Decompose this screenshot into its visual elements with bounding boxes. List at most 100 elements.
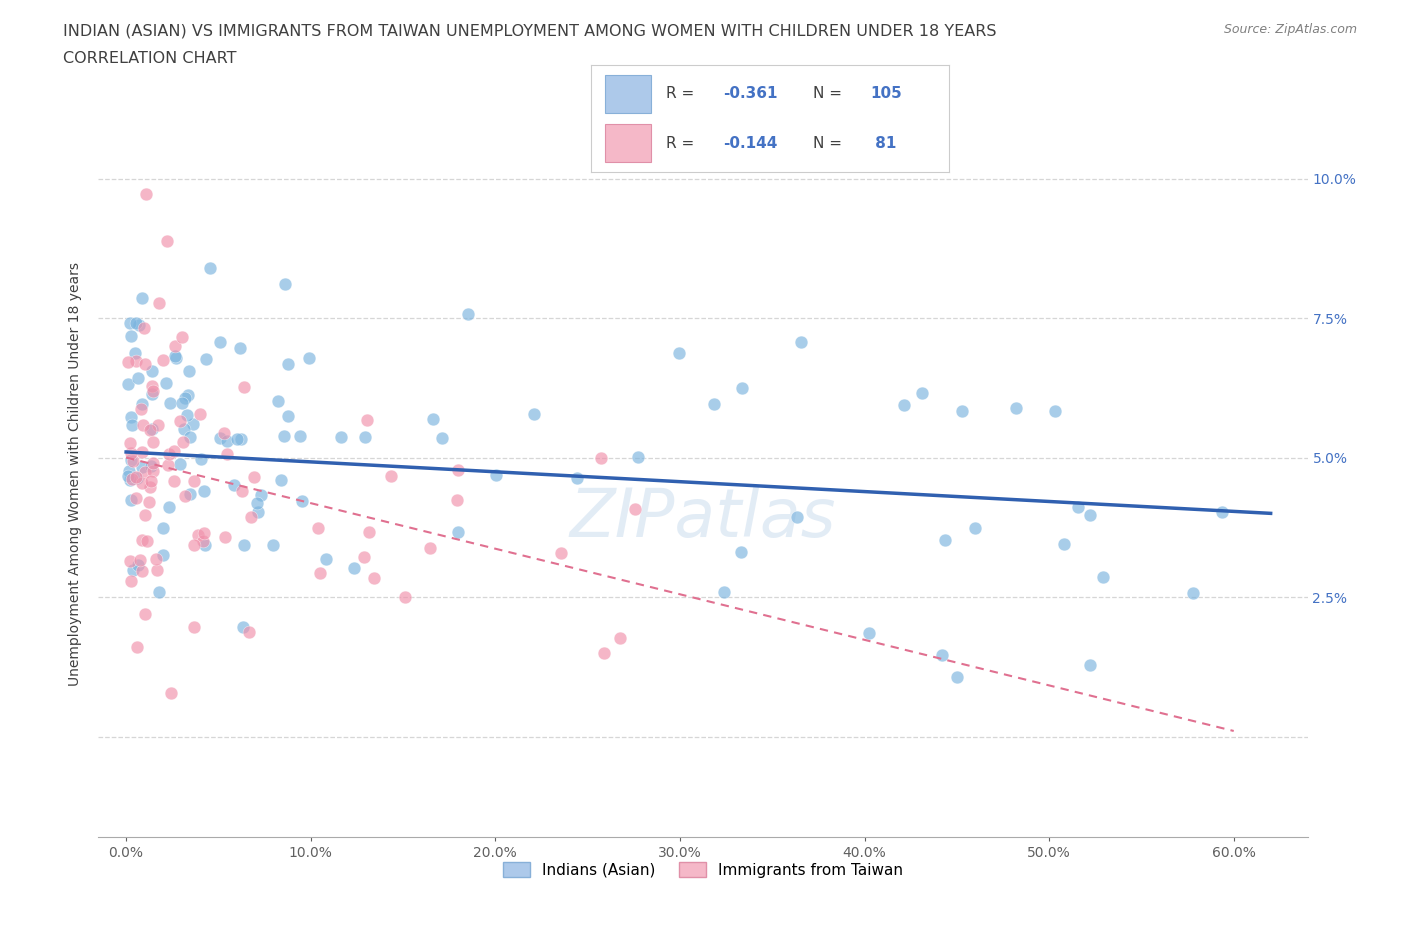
- Point: [1004, 401, 1026, 416]
- Point: [118, 473, 141, 488]
- Point: [307, 520, 329, 535]
- Point: [931, 647, 953, 662]
- Point: [125, 315, 148, 330]
- Point: [422, 412, 444, 427]
- Point: [179, 487, 201, 502]
- Text: 105: 105: [870, 86, 901, 101]
- Point: [246, 505, 269, 520]
- Point: [120, 409, 142, 424]
- Point: [246, 496, 269, 511]
- Text: N =: N =: [813, 86, 846, 101]
- Point: [214, 530, 236, 545]
- Point: [156, 458, 179, 472]
- Point: [183, 473, 205, 488]
- Point: [152, 547, 174, 562]
- Point: [157, 446, 180, 461]
- Point: [134, 508, 156, 523]
- Point: [139, 480, 162, 495]
- Point: [134, 356, 156, 371]
- Point: [485, 468, 508, 483]
- Legend: Indians (Asian), Immigrants from Taiwan: Indians (Asian), Immigrants from Taiwan: [496, 856, 910, 884]
- Point: [1182, 585, 1205, 600]
- Point: [131, 445, 153, 459]
- Point: [946, 670, 969, 684]
- Point: [950, 404, 973, 418]
- Point: [125, 354, 148, 369]
- Point: [208, 335, 231, 350]
- Point: [169, 456, 191, 471]
- Point: [457, 306, 479, 321]
- Point: [430, 431, 453, 445]
- Text: 81: 81: [870, 136, 897, 151]
- Text: Source: ZipAtlas.com: Source: ZipAtlas.com: [1223, 23, 1357, 36]
- Point: [124, 490, 146, 505]
- Point: [174, 488, 197, 503]
- Point: [703, 397, 725, 412]
- Point: [172, 434, 194, 449]
- Point: [157, 499, 180, 514]
- Point: [231, 484, 253, 498]
- Point: [277, 356, 299, 371]
- Point: [120, 492, 142, 507]
- Point: [174, 391, 197, 405]
- Point: [911, 386, 934, 401]
- Point: [1211, 505, 1233, 520]
- Point: [193, 525, 215, 540]
- Bar: [605, 124, 651, 163]
- Point: [131, 401, 153, 416]
- Point: [190, 452, 212, 467]
- Point: [141, 387, 163, 402]
- Text: R =: R =: [666, 86, 699, 101]
- Point: [447, 525, 470, 539]
- Point: [609, 631, 631, 646]
- Point: [134, 606, 156, 621]
- Point: [121, 563, 143, 578]
- Point: [1091, 569, 1114, 584]
- Text: ZIPatlas: ZIPatlas: [569, 485, 837, 551]
- Point: [893, 398, 915, 413]
- Point: [183, 538, 205, 552]
- Point: [134, 465, 156, 480]
- Point: [446, 493, 468, 508]
- Point: [139, 473, 162, 488]
- Point: [118, 464, 141, 479]
- Point: [142, 383, 165, 398]
- Point: [229, 340, 252, 355]
- Point: [142, 435, 165, 450]
- Point: [233, 538, 256, 552]
- Point: [858, 625, 880, 640]
- Point: [212, 426, 235, 441]
- Bar: [605, 74, 651, 113]
- Point: [288, 429, 311, 444]
- Point: [419, 540, 441, 555]
- Point: [131, 459, 153, 474]
- Point: [222, 478, 245, 493]
- Point: [117, 354, 139, 369]
- Point: [309, 565, 332, 580]
- Point: [136, 534, 159, 549]
- Point: [125, 639, 148, 654]
- Point: [177, 387, 200, 402]
- Point: [117, 377, 139, 392]
- Point: [357, 525, 380, 539]
- Point: [249, 487, 271, 502]
- Point: [343, 561, 366, 576]
- Y-axis label: Unemployment Among Women with Children Under 18 years: Unemployment Among Women with Children U…: [69, 262, 83, 686]
- Point: [125, 471, 148, 485]
- Point: [142, 463, 165, 478]
- Point: [131, 397, 153, 412]
- Point: [120, 452, 142, 467]
- Point: [141, 379, 163, 394]
- Point: [240, 510, 263, 525]
- Point: [380, 469, 402, 484]
- Point: [291, 494, 314, 509]
- Point: [118, 553, 141, 568]
- Point: [120, 574, 142, 589]
- Point: [243, 470, 266, 485]
- Point: [232, 379, 254, 394]
- Point: [229, 432, 252, 446]
- Point: [138, 495, 160, 510]
- Point: [135, 186, 157, 201]
- Point: [139, 458, 162, 473]
- Point: [141, 456, 163, 471]
